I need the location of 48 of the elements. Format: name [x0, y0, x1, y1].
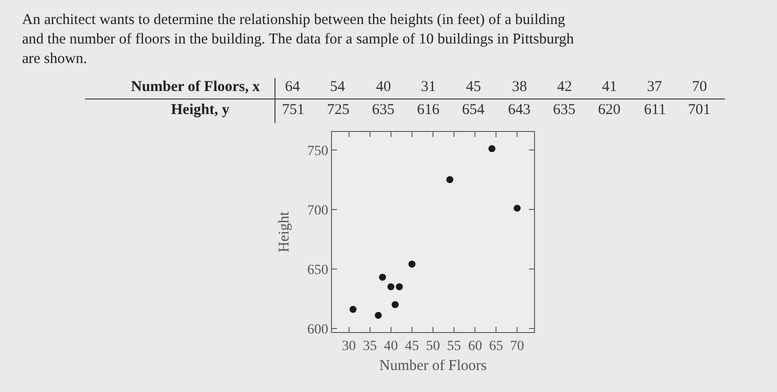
- text: 38: [512, 79, 527, 95]
- text: 41: [602, 79, 617, 95]
- text: 635: [372, 102, 394, 118]
- text: 31: [421, 79, 436, 95]
- y-tick-label: 750: [307, 144, 328, 159]
- x-tick-label: 60: [468, 338, 482, 354]
- y-axis-title: Height: [276, 210, 292, 252]
- x-tick-label: 65: [489, 338, 504, 354]
- point: [514, 204, 521, 212]
- x-tick-label: 50: [426, 338, 440, 354]
- x-tick-label: 35: [362, 338, 377, 354]
- text: 620: [598, 102, 620, 118]
- x-tick-label: 55: [447, 338, 462, 354]
- text: 64: [285, 79, 300, 95]
- chart-title: An architect wants to determine the relationship between the heights (in feet) of a building and the number of floors in the building. The data for a sample of 10 buildings in Pittsburgh are shown.: [22, 12, 574, 67]
- point: [374, 312, 382, 319]
- text: 42: [557, 79, 572, 95]
- y-tick-label: 650: [307, 262, 328, 278]
- text: 40: [376, 79, 391, 95]
- point: [379, 274, 386, 281]
- text: 611: [644, 102, 666, 118]
- text: 654: [462, 102, 485, 118]
- x-tick-label: 70: [510, 338, 524, 354]
- text: 70: [692, 79, 707, 95]
- point: [446, 176, 454, 184]
- y-tick-label: 600: [307, 322, 328, 338]
- point: [350, 306, 357, 313]
- text: 54: [330, 79, 346, 95]
- text: 725: [327, 102, 350, 118]
- text: 616: [417, 102, 440, 118]
- x-tick-label: 30: [342, 338, 356, 354]
- point: [392, 301, 399, 308]
- text: Height, y: [171, 102, 230, 118]
- x-tick-label: 40: [384, 338, 398, 354]
- text: Number of Floors, x: [131, 79, 260, 95]
- x-tick-label: 45: [404, 338, 419, 354]
- text: 37: [647, 79, 662, 95]
- point: [488, 145, 496, 152]
- text: 643: [508, 102, 530, 118]
- point: [408, 260, 416, 268]
- point: [387, 283, 394, 290]
- text: 751: [282, 102, 304, 118]
- x-axis-title: Number of Floors: [379, 358, 487, 374]
- y-tick-label: 700: [307, 203, 328, 218]
- text: 701: [688, 102, 710, 118]
- text: 635: [553, 102, 576, 118]
- text: 45: [466, 79, 481, 95]
- point: [396, 283, 403, 290]
